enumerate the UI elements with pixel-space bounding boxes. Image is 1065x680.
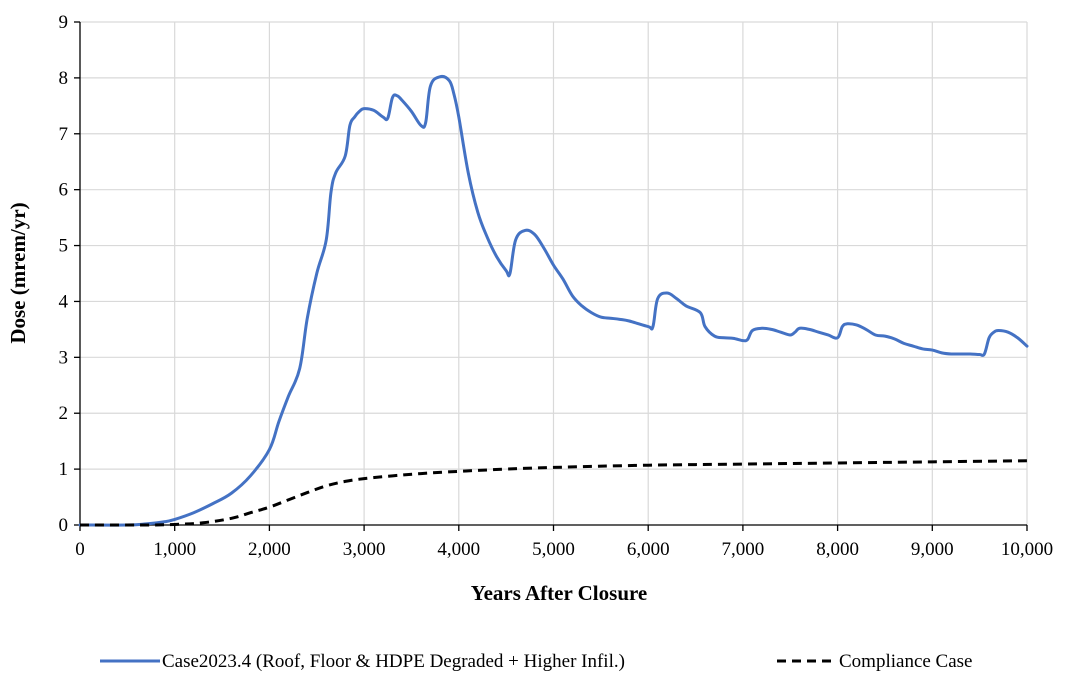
y-tick-label: 3 (59, 347, 69, 368)
series-line-case2023 (78, 75, 1029, 527)
series-lines (78, 75, 1029, 527)
y-tick-label: 8 (59, 68, 69, 89)
y-tick-label: 9 (59, 12, 69, 33)
tick-labels: 0 1,000 2,000 3,000 4,000 5,000 6,000 7,000 8,00… (59, 12, 1054, 560)
x-tick-label: 1,000 (153, 539, 196, 560)
x-tick-label: 6,000 (627, 539, 670, 560)
y-axis-title: Dose (mrem/yr) (6, 202, 30, 343)
series-line-compliance (79, 459, 1028, 527)
x-tick-label: 4,000 (437, 539, 480, 560)
x-tick-label: 5,000 (532, 539, 575, 560)
x-tick-label: 10,000 (1001, 539, 1053, 560)
y-tick-label: 6 (59, 180, 69, 201)
grid-lines (80, 21, 1028, 525)
x-tick-label: 0 (75, 539, 85, 560)
x-tick-label: 8,000 (816, 539, 859, 560)
legend: Case2023.4 (Roof, Floor & HDPE Degraded … (100, 651, 973, 672)
x-tick-label: 3,000 (343, 539, 386, 560)
x-axis-title: Years After Closure (471, 581, 648, 605)
x-tick-label: 7,000 (722, 539, 765, 560)
axes (74, 21, 1028, 531)
y-tick-label: 0 (59, 515, 69, 536)
legend-label-compliance: Compliance Case (839, 651, 973, 672)
x-tick-label: 9,000 (911, 539, 954, 560)
y-tick-label: 5 (59, 236, 69, 257)
x-tick-label: 2,000 (248, 539, 291, 560)
y-tick-label: 2 (59, 403, 69, 424)
y-tick-label: 7 (59, 124, 69, 145)
y-tick-label: 1 (59, 459, 69, 480)
y-tick-label: 4 (59, 291, 69, 312)
legend-label-case2023: Case2023.4 (Roof, Floor & HDPE Degraded … (162, 651, 625, 672)
